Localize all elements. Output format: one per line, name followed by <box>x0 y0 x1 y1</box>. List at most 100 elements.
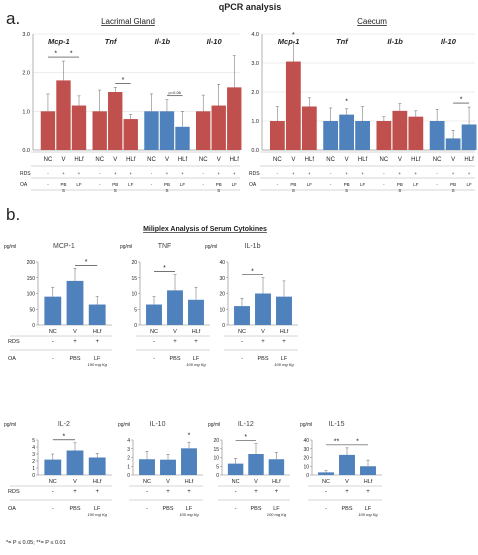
qpcr-lacrimal-bar <box>56 80 71 150</box>
qpcr-lacrimal-row-value: LF <box>232 182 238 187</box>
cytokine-il-12-rds-value: + <box>275 489 279 495</box>
qpcr-lacrimal-row-value: - <box>47 182 49 187</box>
cytokine-il-2-oa-value: LF <box>94 506 101 512</box>
cytokine-tnf-unit-label: pg/ml <box>120 244 132 250</box>
qpcr-lacrimal-row-value: PB <box>60 182 66 187</box>
cytokine-mcp-1-rds-value: + <box>73 339 77 345</box>
qpcr-caecum-gene-label: Il-1b <box>387 37 403 46</box>
qpcr-lacrimal-row-value: PB <box>164 182 170 187</box>
cytokine-il-1b-ytick-label: 30 <box>219 276 225 282</box>
qpcr-lacrimal-row-value: + <box>62 171 65 176</box>
cytokine-il-10-oa-value: PBS <box>162 506 173 512</box>
qpcr-caecum-row-value: S <box>292 188 295 193</box>
qpcr-caecum-ytick-label: 2.0 <box>251 90 259 96</box>
cytokine-il-1b-bar <box>255 293 271 325</box>
qpcr-lacrimal-bar <box>227 87 242 150</box>
cytokine-il-15-ytick-label: 20 <box>303 456 309 462</box>
cytokine-il-12-bar <box>248 454 264 475</box>
cytokine-il-2-rds-value: - <box>52 489 54 495</box>
qpcr-caecum-ytick-label: 1.0 <box>251 119 259 125</box>
qpcr-lacrimal-row-value: - <box>202 182 204 187</box>
qpcr-caecum-row-value: LF <box>307 182 313 187</box>
qpcr-lacrimal-category-label: HLf <box>126 157 136 163</box>
cytokine-tnf-ytick-label: 20 <box>131 260 137 266</box>
qpcr-lacrimal-row-value: - <box>99 182 101 187</box>
cytokine-il-12-rds-value: - <box>235 489 237 495</box>
cytokine-il-1b-bar <box>234 306 250 325</box>
cytokine-mcp-1-rds-row-label: RDS <box>8 339 20 345</box>
cytokine-il-10-ytick-label: 0 <box>127 473 130 479</box>
panel-b-title: Miliplex Analysis of Serum Cytokines <box>143 226 267 233</box>
cytokine-mcp-1-ytick-label: 50 <box>29 307 35 313</box>
cytokine-il-1b-category-label: V <box>261 329 265 335</box>
cytokine-il-15-unit-label: pg/ml <box>300 422 312 428</box>
qpcr-lacrimal-bar <box>196 111 211 150</box>
cytokine-tnf-title: TNF <box>158 243 172 250</box>
cytokine-il-2-ytick-label: 3 <box>32 452 35 458</box>
qpcr-caecum-bar <box>339 114 355 150</box>
qpcr-lacrimal-category-label: V <box>217 157 221 163</box>
qpcr-lacrimal-category-label: V <box>113 157 117 163</box>
cytokine-mcp-1-ytick-label: 150 <box>27 276 36 282</box>
cytokine-il-15-category-label: NC <box>322 479 330 485</box>
cytokine-il-12-ytick-label: 20 <box>213 438 219 444</box>
cytokine-mcp-1-title: MCP-1 <box>53 243 75 250</box>
qpcr-lacrimal-row-value: S <box>165 188 168 193</box>
qpcr-caecum-ytick-label: 3.0 <box>251 61 259 67</box>
qpcr-caecum-bar <box>461 124 477 150</box>
cytokine-il-10-category-label: HLf <box>185 479 194 485</box>
cytokine-il-2-rds-row-label: RDS <box>8 489 20 495</box>
cytokine-il-12-bar <box>268 459 285 475</box>
cytokine-il-10-bar <box>181 448 197 475</box>
cytokine-il-15-ytick-label: 40 <box>303 438 309 444</box>
cytokine-mcp-1-bar <box>88 304 106 325</box>
cytokine-tnf-bar <box>146 304 162 325</box>
cytokine-il-2-category-label: NC <box>49 479 57 485</box>
cytokine-il-10-rds-value: + <box>166 489 170 495</box>
qpcr-caecum-category-label: V <box>451 157 455 163</box>
cytokine-tnf-category-label: V <box>173 329 177 335</box>
qpcr-caecum-sig-marker: * <box>460 97 463 104</box>
cytokine-tnf-oa-value: - <box>153 356 155 362</box>
cytokine-il-10-sig-marker: * <box>188 433 191 440</box>
qpcr-lacrimal-bar <box>71 105 87 150</box>
cytokine-il-1b-ytick-label: 20 <box>219 292 225 298</box>
qpcr-lacrimal-category-label: NC <box>44 157 53 163</box>
qpcr-caecum-bar <box>269 121 285 150</box>
qpcr-caecum-row-value: PB <box>397 182 403 187</box>
qpcr-lacrimal-category-label: HLf <box>178 157 188 163</box>
cytokine-mcp-1-bar <box>66 280 84 325</box>
qpcr-lacrimal-category-label: NC <box>199 157 208 163</box>
qpcr-lacrimal-row-value: LF <box>180 182 186 187</box>
cytokine-il-2-title: IL-2 <box>58 421 70 428</box>
cytokine-il-2-bar <box>88 457 106 475</box>
cytokine-il-12-ytick-label: 5 <box>216 464 219 470</box>
cytokine-il-12-oa-value: - <box>235 506 237 512</box>
cytokine-il-12-oa-value: PBS <box>250 506 261 512</box>
cytokine-il-15-title: IL-15 <box>329 421 345 428</box>
cytokine-il-1b-dose-label: 100 mg Kg <box>274 362 294 367</box>
cytokine-mcp-1-category-label: NC <box>49 329 57 335</box>
cytokine-il-15-ytick-label: 30 <box>303 447 309 453</box>
cytokine-il-10-unit-label: pg/ml <box>118 422 130 428</box>
cytokine-tnf-ytick-label: 0 <box>134 323 137 329</box>
cytokine-il-2-bar <box>66 450 84 475</box>
qpcr-lacrimal-row-value: + <box>181 171 184 176</box>
qpcr-lacrimal-category-label: NC <box>95 157 104 163</box>
cytokine-tnf-dose-label: 100 mg Kg <box>186 362 206 367</box>
cytokine-il-12-title: IL-12 <box>238 421 254 428</box>
cytokine-il-15-ytick-label: 10 <box>303 464 309 470</box>
qpcr-lacrimal-row-value: - <box>151 171 153 176</box>
cytokine-il-15-dose-label: 100 mg Kg <box>358 512 378 517</box>
qpcr-caecum-bar <box>429 121 445 150</box>
cytokine-il-15-oa-value: - <box>325 506 327 512</box>
cytokine-il-12-sig-marker: * <box>244 434 247 441</box>
cytokine-tnf-category-label: HLf <box>192 329 201 335</box>
cytokine-il-10-ytick-label: 1 <box>127 464 130 470</box>
qpcr-caecum-row-value: PB <box>344 182 350 187</box>
qpcr-caecum-row-value: S <box>398 188 401 193</box>
cytokine-tnf-ytick-label: 10 <box>131 292 137 298</box>
cytokine-il-10-bar <box>160 459 176 475</box>
cytokine-il-2-sig-marker: * <box>63 433 66 440</box>
